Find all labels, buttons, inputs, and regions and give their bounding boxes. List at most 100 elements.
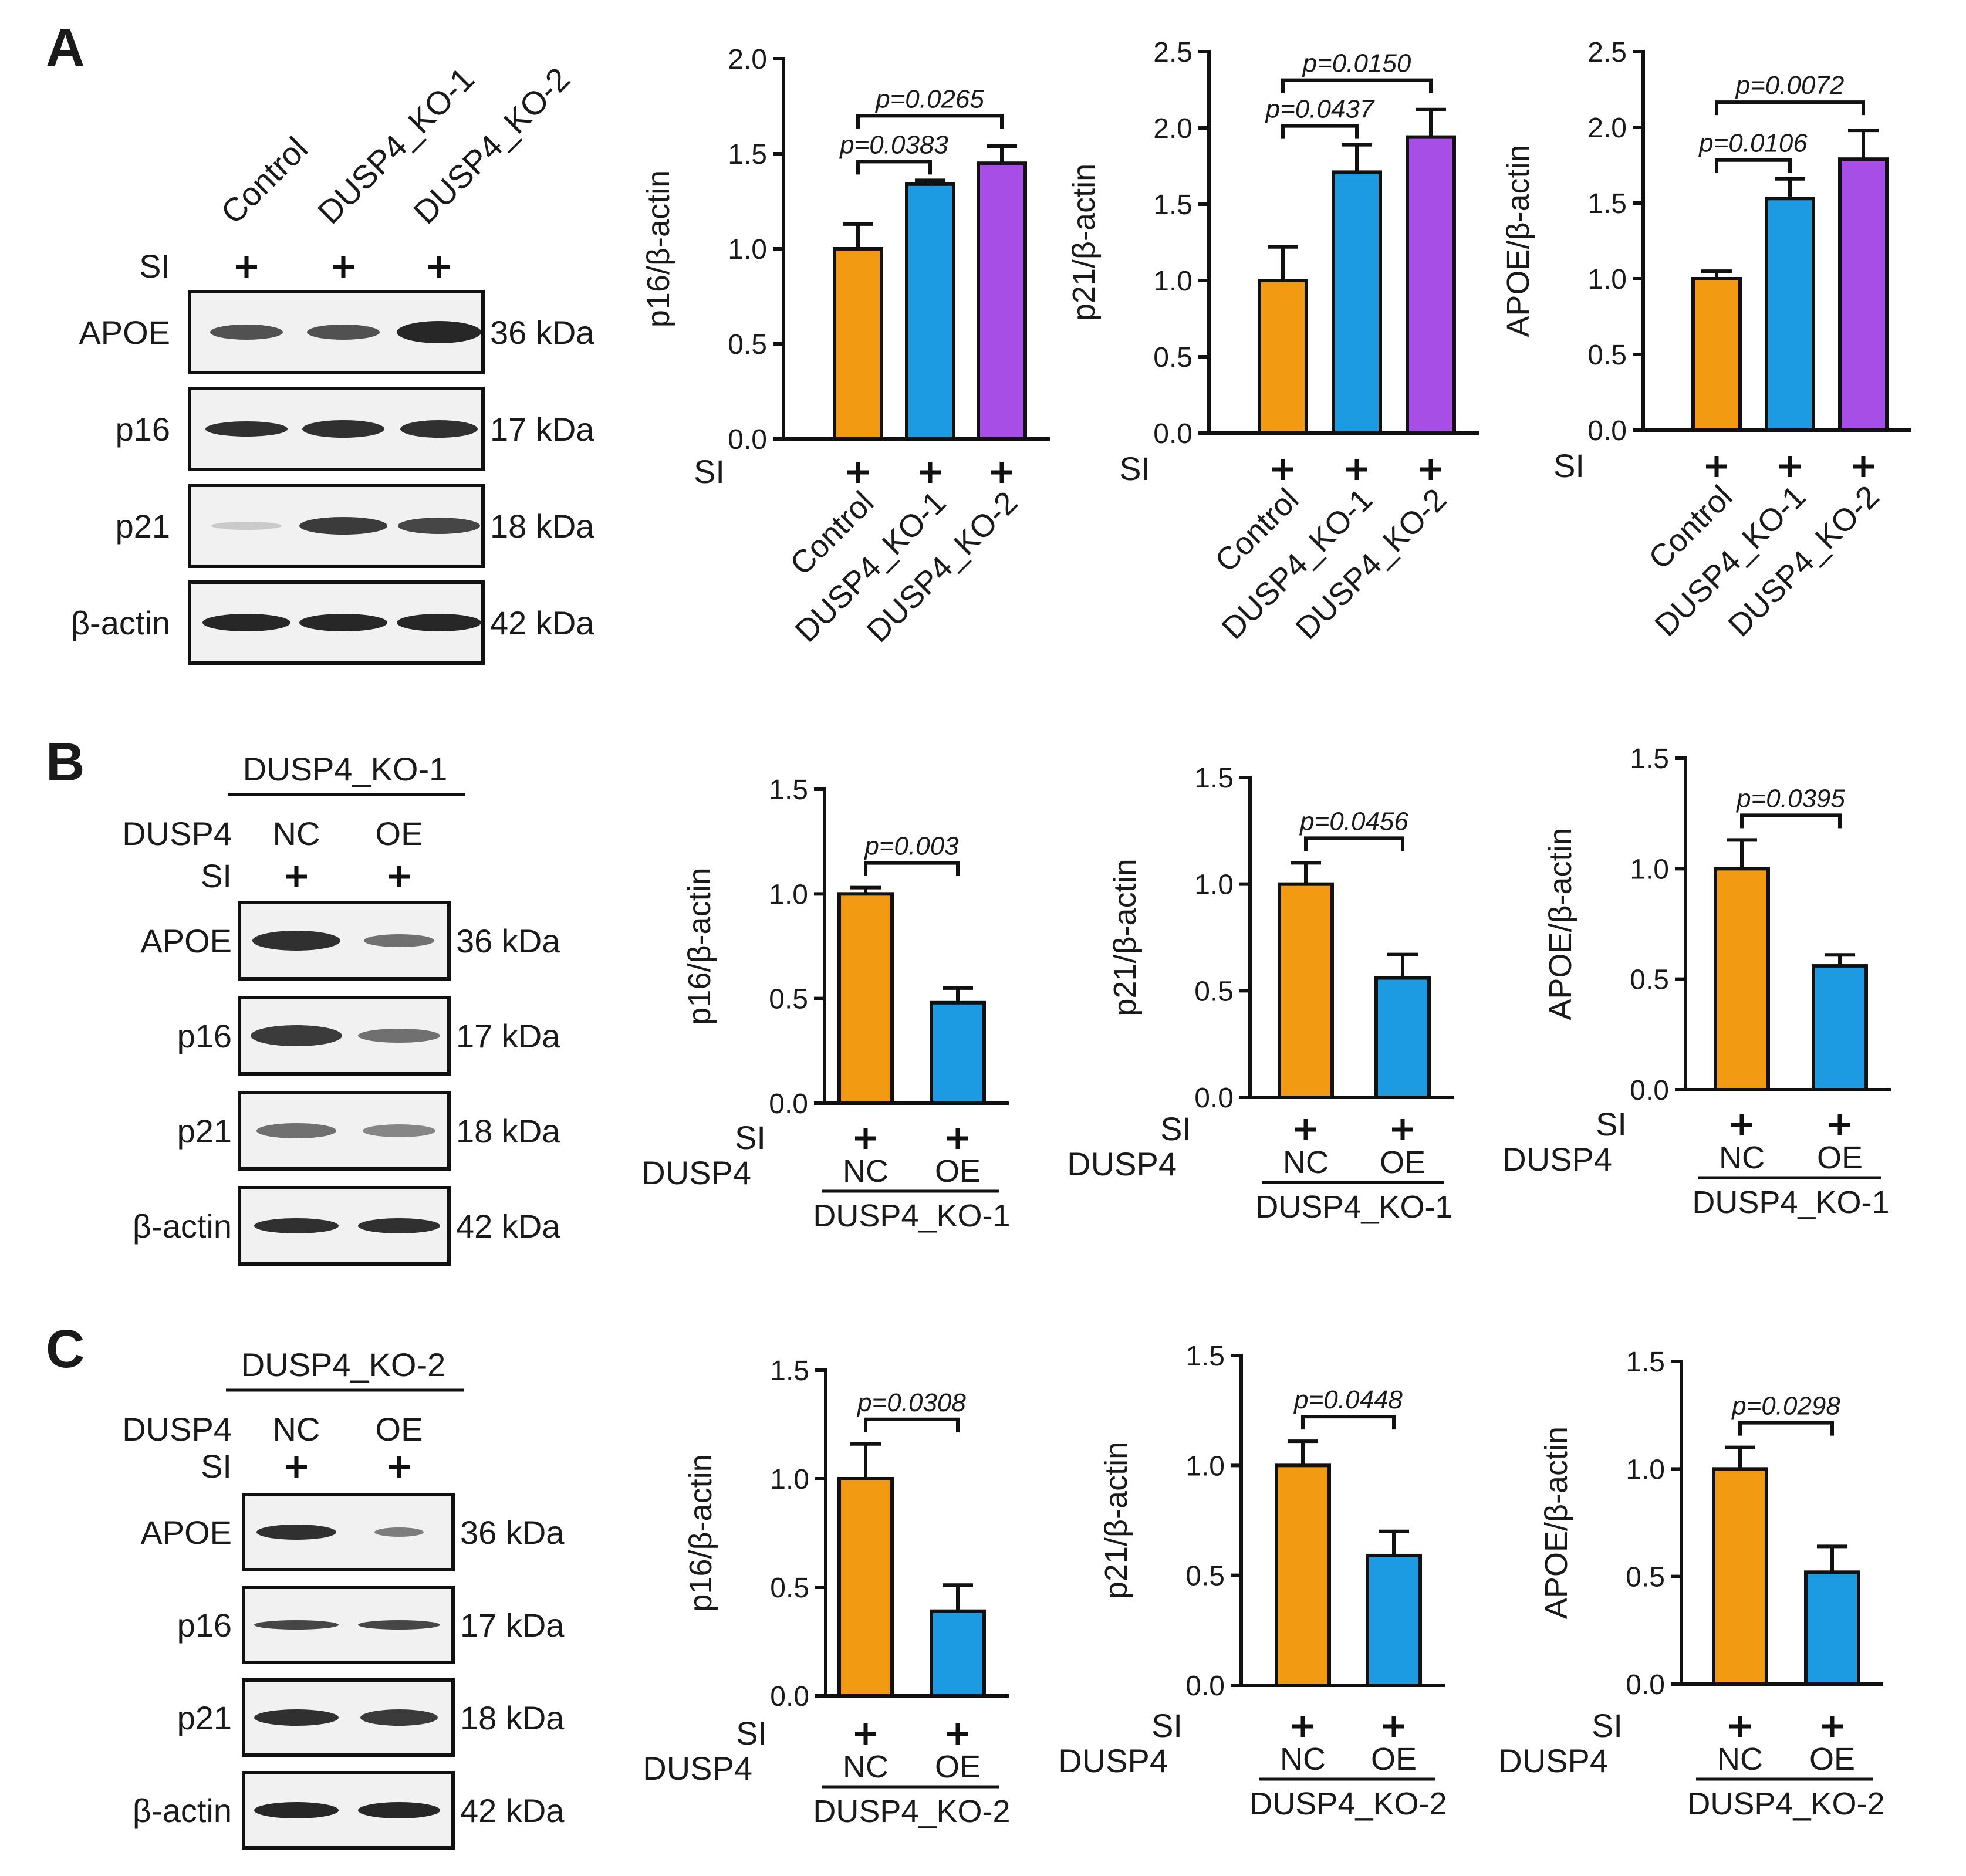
si-plus — [920, 462, 941, 483]
significance-bracket: p=0.0456 — [1299, 807, 1408, 851]
blot-row-label: p16 — [177, 1607, 232, 1644]
bracket-line — [856, 160, 932, 175]
blot-panel-B: DUSP4_KO-1 DUSP4 NC OE SI APOE 36 kDa p16 17 kDa… — [122, 751, 560, 1266]
p-value-label: p=0.0072 — [1735, 71, 1845, 100]
y-tick-label: 1.0 — [769, 879, 808, 910]
blot-row-label: APOE — [140, 922, 232, 959]
panel-letter-C: C — [46, 1319, 85, 1379]
blot-group-header: DUSP4_KO-1 — [243, 751, 448, 787]
significance-bracket: p=0.003 — [863, 832, 960, 876]
blot-band — [254, 1218, 339, 1233]
y-tick-label: 1.5 — [1630, 743, 1669, 775]
y-axis-label: p21/β-actin — [1066, 164, 1102, 321]
y-tick-label: 1.5 — [1153, 190, 1193, 221]
x-category-label: OE — [935, 1749, 981, 1784]
blot-row-0: APOE 36 kDa — [140, 1493, 565, 1571]
bar-dusp4-ko-2 — [1838, 157, 1889, 432]
bar-nc — [1714, 867, 1770, 1092]
significance-bracket: p=0.0383 — [839, 130, 948, 175]
panel-letter-B: B — [46, 732, 85, 792]
si-plus — [1383, 1716, 1404, 1737]
blot-row-3: β-actin 42 kDa — [133, 1771, 565, 1850]
blot-band — [252, 931, 340, 951]
si-plus — [1420, 459, 1441, 480]
y-axis-label: p21/β-actin — [1107, 858, 1143, 1016]
blot-band — [374, 1527, 424, 1537]
x-category-label: NC — [1717, 1742, 1763, 1777]
significance-bracket: p=0.0395 — [1735, 784, 1845, 829]
si-label: SI — [736, 1715, 767, 1752]
blot-kda-label: 42 kDa — [456, 1208, 560, 1245]
si-label: SI — [1151, 1707, 1183, 1744]
y-tick-label: 0.0 — [1185, 1671, 1225, 1702]
bar-dusp4-ko-1 — [905, 182, 955, 441]
blot-row-label: β-actin — [71, 604, 170, 641]
blot-si-label: SI — [201, 1448, 232, 1485]
group-label: DUSP4_KO-1 — [813, 1198, 1010, 1233]
significance-bracket: p=0.0448 — [1293, 1385, 1403, 1430]
x-category-label: NC — [1280, 1742, 1326, 1777]
blot-band — [358, 1620, 440, 1630]
si-plus — [1829, 1114, 1850, 1135]
si-label: SI — [1553, 447, 1585, 484]
p-value-label: p=0.0395 — [1735, 784, 1845, 813]
dusp4-label: DUSP4 — [1498, 1742, 1608, 1779]
x-category-label: OE — [1371, 1742, 1417, 1777]
bracket-line — [1281, 124, 1359, 139]
bar-dusp4-ko-2 — [977, 161, 1027, 441]
y-tick-label: 0.0 — [1194, 1083, 1234, 1114]
bar-dusp4-ko-1 — [1332, 170, 1382, 435]
blot-band — [256, 1525, 336, 1540]
y-tick-label: 0.5 — [1630, 965, 1669, 996]
bar-nc — [1712, 1467, 1768, 1686]
si-plus — [1822, 1716, 1843, 1737]
bar-nc — [1275, 1463, 1331, 1687]
blot-band — [202, 614, 290, 631]
bracket-line — [856, 114, 1004, 129]
si-plus — [1731, 1114, 1752, 1135]
group-label: DUSP4_KO-2 — [1687, 1786, 1884, 1821]
y-tick-label: 1.5 — [728, 139, 767, 170]
y-tick-label: 0.5 — [770, 1573, 809, 1604]
significance-bracket: p=0.0072 — [1715, 71, 1865, 116]
si-label: SI — [1596, 1106, 1627, 1142]
blot-band — [398, 518, 480, 534]
significance-bracket: p=0.0437 — [1265, 95, 1375, 139]
y-axis-label: APOE/β-actin — [1543, 827, 1578, 1020]
blot-kda-label: 36 kDa — [460, 1514, 565, 1551]
y-tick-label: 2.0 — [1587, 113, 1627, 144]
bar-dusp4-ko-2 — [1406, 135, 1456, 435]
blot-kda-label: 17 kDa — [490, 411, 594, 448]
y-tick-label: 1.0 — [1185, 1451, 1225, 1482]
blot-row-0: APOE 36 kDa — [79, 290, 594, 374]
y-axis-label: p16/β-actin — [683, 1454, 718, 1611]
y-tick-label: 0.5 — [1587, 340, 1627, 371]
y-tick-label: 1.0 — [1587, 264, 1627, 295]
bar-control — [833, 247, 883, 441]
y-tick-label: 1.5 — [770, 1356, 809, 1387]
si-plus — [1706, 456, 1727, 477]
dusp4-label: DUSP4 — [1502, 1141, 1612, 1178]
si-plus — [991, 462, 1012, 483]
blot-band — [205, 421, 288, 437]
si-plus — [947, 1128, 968, 1149]
y-axis-label: p16/β-actin — [641, 170, 676, 327]
bracket-line — [1738, 1421, 1834, 1436]
chart-A-1: 0.0 0.5 1.0 1.5 2.0 p16/β-actin p=0.0383 p=0.02… — [641, 44, 1050, 649]
bar-dusp4-ko-1 — [1765, 197, 1815, 432]
y-tick-label: 1.5 — [1626, 1347, 1665, 1378]
y-tick-label: 0.5 — [1153, 342, 1193, 373]
x-category-label: NC — [1283, 1145, 1329, 1180]
p-value-label: p=0.0437 — [1265, 95, 1375, 124]
y-tick-label: 0.5 — [1185, 1561, 1225, 1592]
blot-band — [400, 420, 478, 438]
blot-band — [363, 1124, 435, 1137]
blot-kda-label: 36 kDa — [456, 922, 560, 959]
blot-band — [360, 1709, 438, 1726]
p-value-label: p=0.0448 — [1293, 1385, 1403, 1414]
blot-si-label: SI — [201, 857, 232, 894]
blot-row-label: p16 — [177, 1018, 232, 1054]
